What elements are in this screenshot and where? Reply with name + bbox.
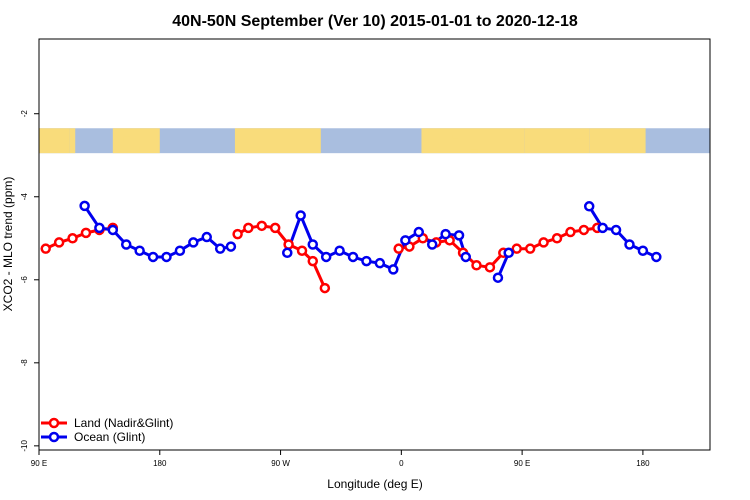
land-data-point [232,228,243,240]
x-tick-label: 90 W [271,459,290,468]
ocean-data-point [295,210,306,221]
ocean-data-point [440,228,451,240]
land-data-point [578,224,590,236]
ocean-data-point [400,235,411,246]
ocean-data-point [320,251,332,263]
ocean-data-point [388,264,399,275]
map-land-6 [589,128,646,154]
land-data-point [40,243,51,254]
ocean-data-point [201,231,212,243]
ocean-data-point [79,200,90,212]
ocean-data-point [214,243,226,254]
ocean-data-point [651,251,662,263]
land-data-point [256,220,268,232]
legend-ocean-marker [48,431,60,443]
land-data-point [484,262,496,273]
land-data-point [511,243,523,254]
x-tick-label: 180 [153,459,167,468]
map-island-4 [575,138,582,143]
ocean-data-point [597,222,608,234]
ocean-data-point [94,222,105,234]
x-tick-label: 90 E [514,459,530,468]
map-island-0 [123,136,130,141]
ocean-data-point [460,251,472,263]
map-land-3 [234,128,321,154]
ocean-data-point [107,224,119,236]
land-data-point [269,222,281,234]
land-data-point [565,226,576,238]
ocean-series-line [83,205,232,259]
y-tick-label: -6 [20,276,29,284]
legend-land-marker [48,417,60,429]
ocean-data-point [120,239,132,250]
land-data-point [243,222,254,234]
land-data-point [53,237,65,248]
map-island-3 [471,149,478,154]
ocean-data-point [624,239,635,250]
legend: Land (Nadir&Glint) Ocean (Glint) [41,416,173,444]
land-data-point [67,233,78,244]
land-data-point [80,227,92,239]
ocean-data-point [347,251,359,263]
land-data-point [524,243,536,254]
ocean-data-point [503,247,514,259]
ocean-data-point [637,245,649,256]
legend-ocean-label: Ocean (Glint) [74,430,145,444]
x-tick-label: 180 [636,459,650,468]
map-land-2 [112,128,160,154]
ocean-data-point [134,245,145,256]
ocean-data-point [307,239,319,250]
y-tick-label: -2 [20,110,29,118]
land-data-point [296,245,308,256]
ocean-data-point [174,245,186,256]
ocean-data-point [147,251,159,263]
land-data-point [538,237,549,248]
world-map-strip [39,128,710,154]
y-tick-label: -4 [20,193,29,201]
x-tick-label: 90 E [31,459,47,468]
y-tick-label: -8 [20,359,29,367]
x-tick-label: 0 [399,459,404,468]
map-island-5 [626,146,633,151]
x-axis-label: Longitude (deg E) [327,477,422,491]
map-island-2 [452,134,459,139]
ocean-data-point [225,241,237,252]
land-data-point [471,260,482,271]
ocean-data-point [453,230,465,241]
ocean-data-point [374,257,386,269]
y-axis: -2 -4 -6 -8 -10 [20,110,39,452]
map-land-4 [421,128,525,154]
x-axis: 90 E 180 90 W 0 90 E 180 [31,450,650,468]
ocean-data-point [161,251,172,263]
map-island-1 [139,146,146,151]
ocean-data-point [413,226,425,238]
map-land-1 [69,128,76,154]
series-points [40,200,662,294]
ocean-data-point [282,247,293,259]
chart-title: 40N-50N September (Ver 10) 2015-01-01 to… [172,13,578,30]
land-data-point [393,243,404,254]
ocean-data-point [426,239,438,250]
ocean-data-point [334,245,345,256]
ocean-data-point [583,201,595,212]
y-axis-label: XCO2 - MLO trend (ppm) [1,177,15,312]
land-data-point [307,255,319,267]
ocean-data-point [610,224,622,236]
ocean-data-point [492,272,504,283]
land-data-point [319,282,331,294]
ocean-data-point [188,237,199,248]
plot-frame [38,38,711,451]
ocean-data-point [361,255,372,267]
legend-land-label: Land (Nadir&Glint) [74,416,173,430]
y-tick-label: -10 [20,440,29,452]
land-data-point [283,239,294,250]
map-land-0 [39,128,70,154]
land-data-point [551,233,563,244]
